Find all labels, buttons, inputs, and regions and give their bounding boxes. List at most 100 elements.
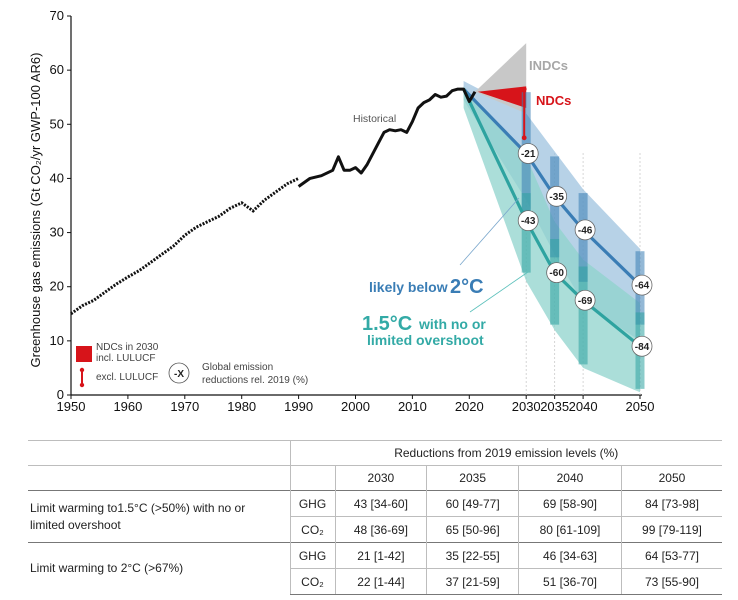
label-15c-rest: with no or (418, 316, 486, 332)
table-cell: 37 [21-59] (426, 568, 519, 595)
table-cell: 46 [34-63] (518, 542, 622, 569)
legend-bubble (168, 362, 190, 384)
y-tick-label: 0 (57, 387, 64, 402)
bubble-15c-circle (546, 262, 568, 284)
historical-series (70, 87, 477, 316)
table-cell: 80 [61-109] (518, 516, 622, 543)
range-bar-15c (521, 193, 531, 273)
table-cell: 60 [49-77] (426, 490, 519, 517)
ndc-excl-top (521, 86, 527, 92)
table-cell: 65 [50-96] (426, 516, 519, 543)
table-cell: 73 [55-90] (620, 568, 722, 595)
bubble-2c-label: -21 (521, 149, 536, 160)
year-header: 2035 (426, 465, 519, 491)
x-tick-label: 2035 (540, 399, 569, 414)
legend: NDCs in 2030 incl. LULUCF excl. LULUCF -… (76, 342, 308, 388)
table-row: CO₂ 48 [36-69] 65 [50-96] 80 [61-109] 99… (28, 516, 722, 543)
table-row: CO₂ 22 [1-44] 37 [21-59] 51 [36-70] 73 [… (28, 568, 722, 595)
range-bar-2c (550, 156, 560, 258)
row-desc-line1: Limit warming to 2°C (>67%) (30, 561, 184, 576)
table-gas-header (289, 465, 336, 491)
label-15c-leader (469, 271, 529, 313)
y-tick-label: 20 (50, 279, 64, 294)
label-15c-line2: limited overshoot (367, 332, 484, 348)
bubble-2c-label: -35 (549, 192, 564, 203)
historical-label: Historical (353, 113, 396, 125)
ndc-markers (521, 86, 527, 141)
emissions-chart: Greenhouse gas emissions (Gt CO₂/yr GWP-… (28, 8, 655, 414)
legend-ndc-bar-bottom (79, 382, 85, 388)
year-header: 2030 (334, 465, 427, 491)
y-tick-label: 40 (50, 170, 64, 185)
table-cell: 51 [36-70] (518, 568, 622, 595)
legend-bubble-line1: Global emission (202, 362, 273, 373)
ndc-excl-bottom (521, 135, 527, 141)
bubble-2c-circle (517, 143, 539, 164)
table-cell: 22 [1-44] (334, 568, 427, 595)
row-desc-line2: limited overshoot (30, 517, 121, 532)
label-15c-deg: 1.5°C (362, 313, 412, 335)
indcs-label: INDCs (529, 58, 568, 73)
y-tick-label: 30 (50, 225, 64, 240)
table-row: Limit warming to 2°C (>67%) GHG 21 [1-42… (28, 542, 722, 595)
table-years-row: 2030 2035 2040 2050 (28, 465, 722, 491)
bubble-15c-label: -60 (549, 268, 564, 279)
y-axis-title: Greenhouse gas emissions (Gt CO₂/yr GWP-… (28, 53, 43, 368)
range-bar-15c (578, 266, 588, 365)
bubble-2c-label: -46 (578, 225, 593, 236)
reduction-bubbles: -21 -35 -46 -64 -43 -60 -69 -84 (517, 143, 653, 357)
legend-ndc-box (76, 346, 92, 362)
x-tick-label: 2030 (512, 399, 541, 414)
x-tick-label: 2010 (398, 399, 427, 414)
ndc-fan (477, 86, 527, 109)
gas-label: CO₂ (289, 516, 336, 543)
table-corner (28, 440, 290, 466)
bubble-2c-circle (574, 219, 596, 241)
historical-post1990 (297, 87, 477, 188)
x-tick-label: 1970 (170, 399, 199, 414)
legend-bubble-line2: reductions rel. 2019 (%) (202, 375, 308, 386)
y-tick-label: 10 (50, 333, 64, 348)
reductions-table: Reductions from 2019 emission levels (%)… (28, 440, 722, 595)
table-cell: 35 [22-55] (426, 542, 519, 569)
x-tick-label: 1990 (284, 399, 313, 414)
bubble-15c-circle (574, 289, 596, 311)
label-2c-leader (459, 197, 520, 266)
label-2c-deg: 2°C (450, 276, 484, 298)
y-tick-label: 60 (50, 62, 64, 77)
ndcs-label: NDCs (536, 93, 571, 108)
row-description: Limit warming to1.5°C (>50%) with no or … (28, 490, 290, 543)
legend-ndc-bar-top (79, 367, 85, 373)
x-tick-label: 1960 (113, 399, 142, 414)
table-cell: 21 [1-42] (334, 542, 427, 569)
table-header-row: Reductions from 2019 emission levels (%) (28, 440, 722, 466)
gas-label: GHG (289, 542, 336, 569)
y-tick-label: 70 (50, 8, 64, 23)
year-header: 2040 (518, 465, 622, 491)
table-header-title: Reductions from 2019 emission levels (%) (289, 440, 722, 466)
table-cell: 84 [73-98] (620, 490, 722, 517)
x-tick-label: 1980 (227, 399, 256, 414)
legend-ndc-box-line1: NDCs in 2030 (96, 342, 159, 353)
table-cell: 64 [53-77] (620, 542, 722, 569)
bubble-2c-circle (631, 274, 653, 296)
x-tick-label: 2020 (455, 399, 484, 414)
bubble-2c-circle (546, 185, 568, 207)
y-tick-label: 50 (50, 116, 64, 131)
legend-bubble-symbol: -X (174, 369, 184, 380)
bubble-15c-circle (631, 335, 653, 357)
legend-ndc-box-line2: incl. LULUCF (96, 353, 155, 364)
table-cell: 69 [58-90] (518, 490, 622, 517)
gas-label: CO₂ (289, 568, 336, 595)
x-tick-label: 2000 (341, 399, 370, 414)
table-cell: 48 [36-69] (334, 516, 427, 543)
bubble-15c-label: -43 (521, 216, 536, 227)
label-2c-text: likely below (369, 279, 448, 295)
x-tick-label: 2040 (569, 399, 598, 414)
historical-pre1990 (70, 177, 300, 316)
row-description: Limit warming to 2°C (>67%) (28, 542, 290, 595)
table-cell: 43 [34-60] (334, 490, 427, 517)
row-desc-line1: Limit warming to1.5°C (>50%) with no or (30, 500, 246, 515)
table-row: Limit warming to1.5°C (>50%) with no or … (28, 490, 722, 543)
